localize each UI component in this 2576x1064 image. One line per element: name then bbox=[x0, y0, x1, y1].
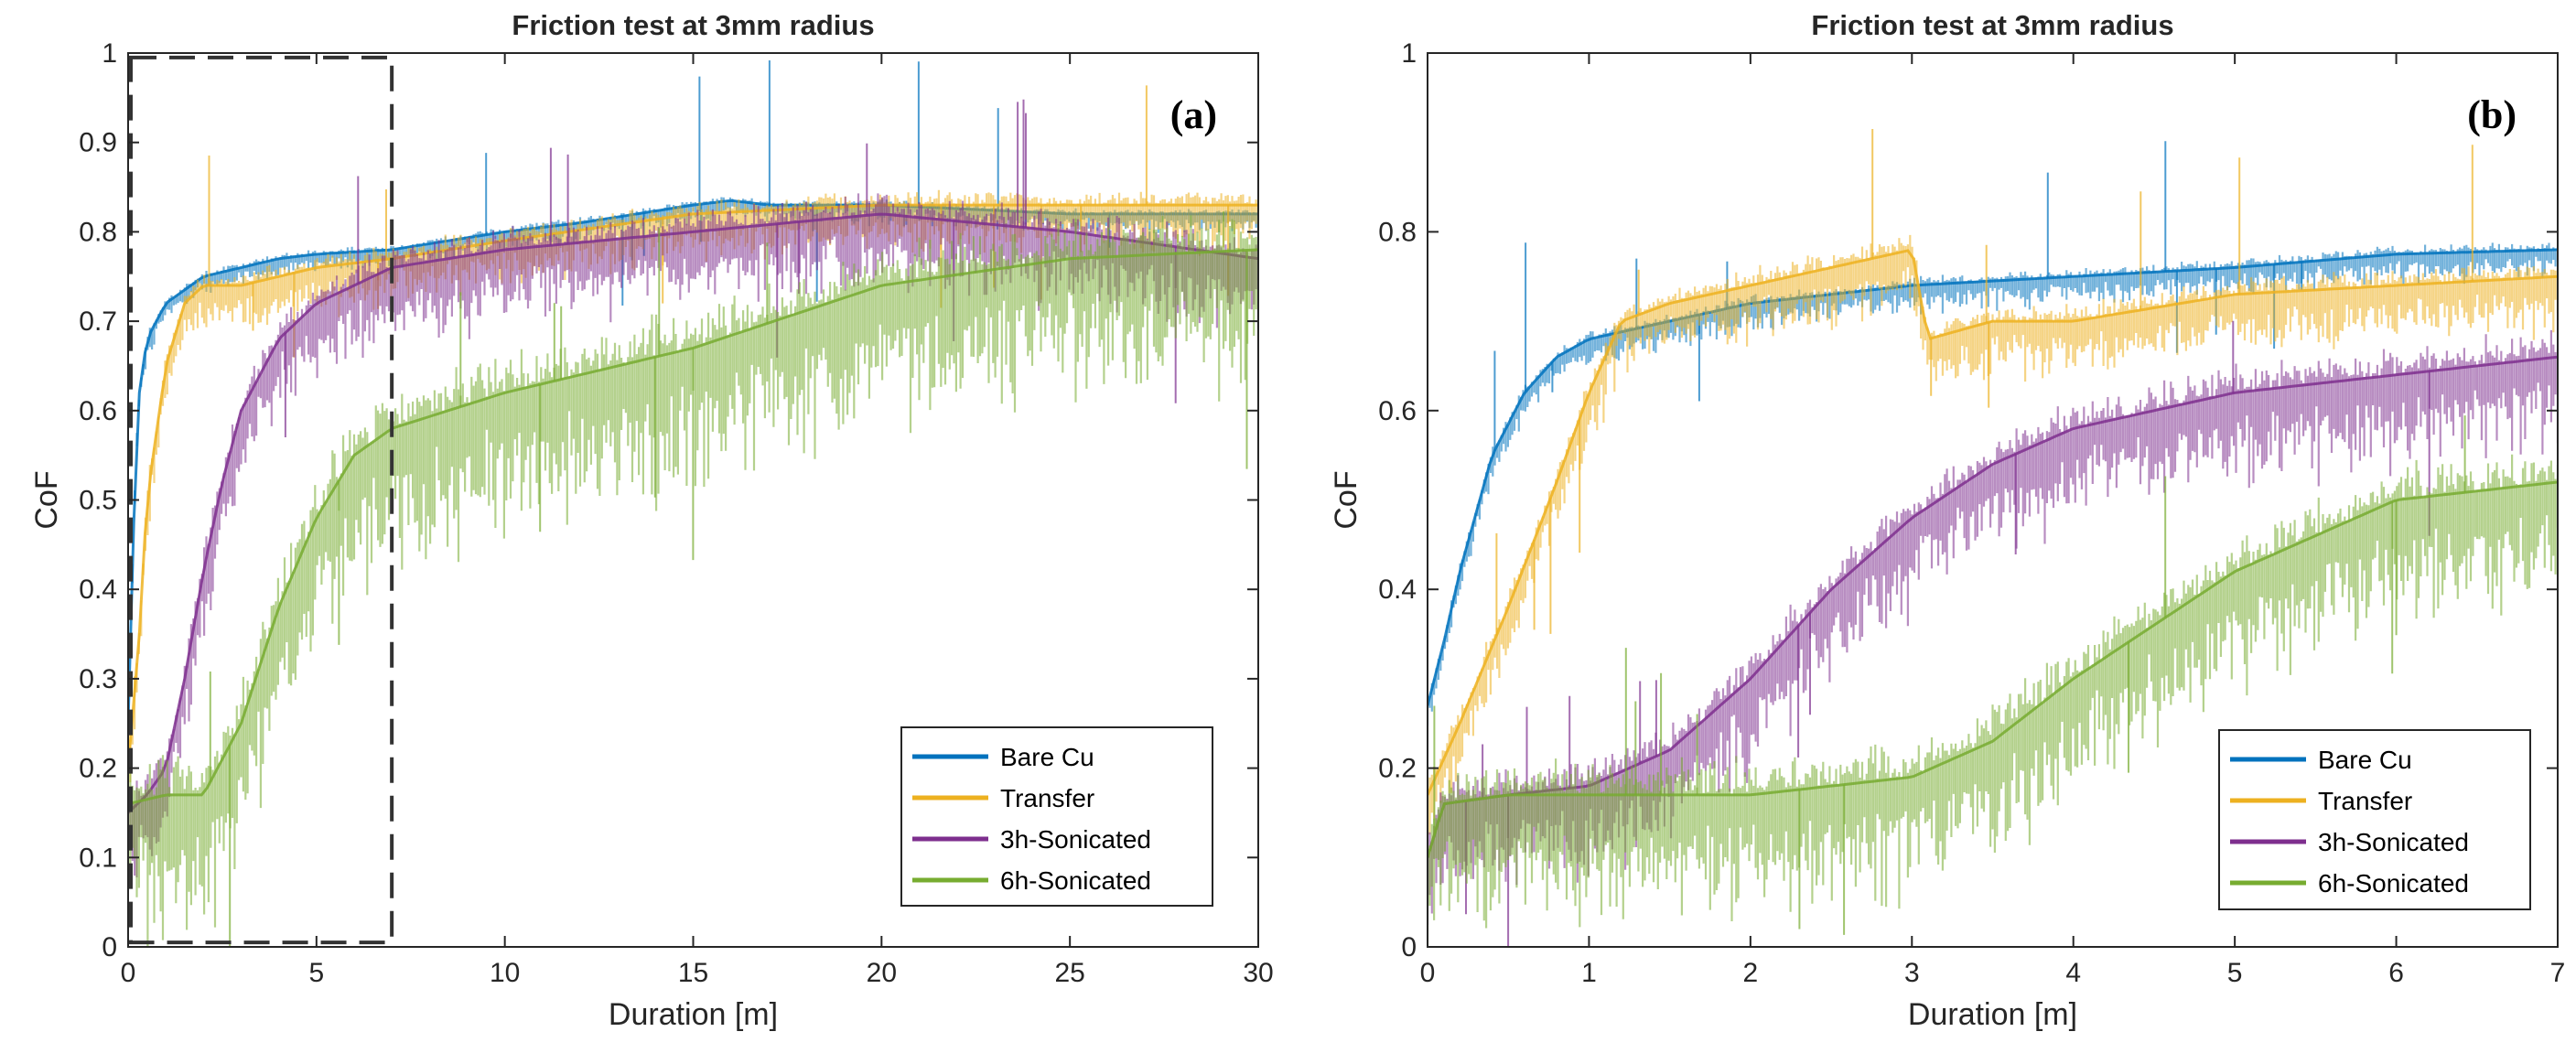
legend: Bare Cu Transfer 3h-Sonicated 6h-Sonicated bbox=[900, 726, 1213, 907]
x-tick-label: 5 bbox=[308, 958, 324, 988]
series-line bbox=[128, 212, 1258, 814]
y-tick-label: 0.3 bbox=[79, 664, 117, 694]
y-tick-label: 0.2 bbox=[79, 754, 117, 784]
y-tick-label: 0 bbox=[102, 932, 117, 962]
x-tick-label: 7 bbox=[2550, 958, 2566, 988]
y-tick-label: 1 bbox=[1401, 38, 1417, 69]
axes-frame bbox=[1427, 52, 2559, 948]
legend-entry: Bare Cu bbox=[2318, 746, 2412, 774]
y-tick-label: 0.8 bbox=[1378, 217, 1417, 247]
series-line bbox=[1428, 249, 2558, 796]
x-tick-label: 0 bbox=[121, 958, 136, 988]
x-tick-label: 6 bbox=[2388, 958, 2404, 988]
series-line bbox=[1428, 480, 2558, 858]
y-tick-label: 0.7 bbox=[79, 306, 117, 337]
x-tick-label: 1 bbox=[1581, 958, 1597, 988]
series-bare-cu bbox=[1428, 141, 2558, 726]
x-tick-label: 10 bbox=[490, 958, 520, 988]
legend-entry: 3h-Sonicated bbox=[1000, 825, 1151, 854]
y-tick-label: 0.4 bbox=[79, 575, 117, 605]
series-line bbox=[128, 203, 1258, 768]
series-band bbox=[128, 211, 1258, 947]
chart-title: Friction test at 3mm radius bbox=[1811, 9, 2173, 41]
x-tick-label: 0 bbox=[1420, 958, 1436, 988]
panel-label: (a) bbox=[1170, 92, 1217, 137]
plot-area bbox=[128, 60, 1258, 947]
x-tick-label: 30 bbox=[1243, 958, 1273, 988]
series-spikes bbox=[209, 228, 1248, 947]
x-tick-label: 15 bbox=[678, 958, 708, 988]
series-spikes bbox=[1495, 129, 2474, 636]
y-tick-label: 0.6 bbox=[1378, 396, 1417, 426]
y-tick-label: 0 bbox=[1401, 932, 1417, 962]
legend-entry: 6h-Sonicated bbox=[1000, 866, 1151, 895]
legend-entry: 3h-Sonicated bbox=[2318, 828, 2469, 856]
y-tick-label: 1 bbox=[102, 38, 117, 69]
y-tick-label: 0.1 bbox=[79, 843, 117, 873]
x-axis-label: Duration [m] bbox=[609, 997, 778, 1032]
series-line bbox=[128, 248, 1258, 806]
x-tick-label: 25 bbox=[1054, 958, 1084, 988]
legend-entry: Bare Cu bbox=[1000, 743, 1094, 771]
legend-entry: 6h-Sonicated bbox=[2318, 869, 2469, 897]
series-line bbox=[1428, 355, 2558, 858]
panel-label: (b) bbox=[2467, 92, 2517, 137]
series-3h-sonicated bbox=[128, 99, 1258, 877]
y-axis-label: CoF bbox=[29, 470, 64, 529]
series-band bbox=[1428, 454, 2558, 947]
x-axis-label: Duration [m] bbox=[1908, 997, 2077, 1032]
series-transfer bbox=[1428, 129, 2558, 835]
legend: Bare Cu Transfer 3h-Sonicated 6h-Sonicated bbox=[2218, 729, 2531, 910]
x-tick-label: 5 bbox=[2227, 958, 2243, 988]
chart-title: Friction test at 3mm radius bbox=[512, 9, 874, 41]
series-spikes bbox=[1433, 415, 2466, 935]
x-tick-label: 3 bbox=[1904, 958, 1920, 988]
legend-entry: Transfer bbox=[1000, 784, 1094, 812]
y-tick-label: 0.2 bbox=[1378, 754, 1417, 784]
x-tick-label: 4 bbox=[2065, 958, 2081, 988]
y-tick-label: 0.9 bbox=[79, 128, 117, 158]
legend-entry: Transfer bbox=[2318, 787, 2412, 815]
plot-area bbox=[1428, 129, 2558, 947]
y-axis-label: CoF bbox=[1329, 470, 1363, 529]
panel-b: Friction test at 3mm radius 0 1 2 3 4 5 6 7 0 0.2 0… bbox=[1329, 9, 2565, 1032]
x-tick-label: 20 bbox=[867, 958, 897, 988]
y-tick-label: 0.5 bbox=[79, 486, 117, 516]
y-tick-label: 0.4 bbox=[1378, 575, 1417, 605]
series-6h-sonicated bbox=[1428, 415, 2558, 947]
y-tick-label: 0.8 bbox=[79, 217, 117, 247]
series-6h-sonicated bbox=[128, 211, 1258, 947]
x-tick-label: 2 bbox=[1743, 958, 1759, 988]
y-tick-label: 0.6 bbox=[79, 396, 117, 426]
